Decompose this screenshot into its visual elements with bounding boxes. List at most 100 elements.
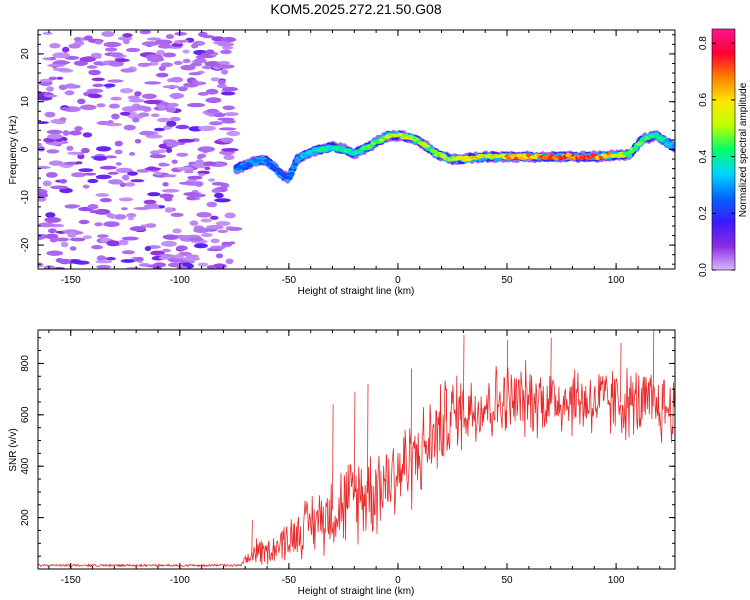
y-tick-label: 400: [20, 457, 31, 474]
noise-speckle: [97, 234, 109, 239]
noise-speckle: [104, 155, 117, 159]
noise-speckle: [111, 113, 120, 120]
noise-speckle: [61, 46, 70, 53]
noise-speckle: [96, 103, 106, 108]
noise-speckle: [82, 132, 93, 138]
noise-speckle: [108, 60, 124, 67]
snr-peak: [462, 335, 465, 410]
x-tick-label: 0: [395, 275, 401, 286]
noise-speckle: [80, 147, 90, 154]
noise-speckle: [158, 104, 166, 110]
noise-speckle: [157, 117, 171, 123]
noise-speckle: [115, 167, 133, 173]
noise-speckle: [124, 182, 136, 187]
noise-speckle: [99, 198, 112, 203]
noise-speckle: [223, 112, 239, 117]
noise-speckle: [113, 214, 127, 220]
noise-speckle: [218, 127, 237, 131]
signal-track-cell: [288, 171, 295, 176]
noise-speckle: [64, 90, 75, 96]
noise-speckle: [107, 79, 124, 83]
noise-speckle: [66, 145, 74, 151]
noise-speckle: [167, 102, 179, 108]
noise-speckle: [52, 52, 70, 59]
noise-speckle: [73, 60, 88, 66]
noise-speckle: [143, 99, 162, 105]
noise-speckle: [166, 120, 177, 127]
noise-speckle: [82, 235, 93, 240]
noise-speckle: [110, 52, 124, 58]
noise-speckle: [73, 37, 83, 42]
colorbar-label: Normalized spectral amplitude: [738, 82, 749, 217]
noise-speckle: [115, 58, 130, 62]
noise-speckle: [46, 86, 54, 92]
noise-speckle: [154, 39, 173, 45]
x-tick-label: 100: [608, 575, 625, 586]
noise-speckle: [170, 212, 184, 217]
noise-speckle: [220, 91, 236, 96]
noise-speckle: [42, 180, 52, 187]
snr-peak: [251, 520, 253, 556]
snr-peak: [620, 342, 622, 403]
noise-speckle: [45, 172, 58, 178]
noise-speckle: [44, 94, 58, 98]
noise-speckle: [68, 43, 81, 49]
noise-speckle: [217, 42, 234, 47]
noise-speckle: [220, 137, 234, 143]
y-tick-label: 800: [20, 355, 31, 372]
x-tick-label: -150: [61, 275, 81, 286]
noise-speckle: [56, 76, 64, 80]
noise-speckle: [120, 68, 135, 73]
noise-speckle: [42, 31, 53, 35]
noise-speckle: [118, 239, 129, 246]
noise-speckle: [221, 241, 231, 246]
noise-speckle: [114, 149, 123, 155]
noise-speckle: [183, 83, 199, 87]
noise-speckle: [139, 30, 151, 35]
noise-speckle: [110, 96, 122, 101]
noise-speckle: [99, 165, 117, 170]
noise-speckle: [206, 225, 224, 230]
noise-speckle: [105, 257, 117, 261]
noise-speckle: [52, 60, 71, 65]
noise-speckle: [95, 174, 112, 180]
noise-speckle: [158, 66, 166, 71]
noise-speckle: [170, 76, 184, 83]
noise-speckle: [106, 212, 114, 218]
noise-speckle: [93, 155, 107, 161]
noise-speckle: [44, 217, 62, 223]
noise-speckle: [74, 126, 83, 132]
noise-speckle: [65, 83, 77, 89]
noise-speckle: [126, 213, 137, 218]
noise-speckle: [94, 40, 103, 45]
noise-speckle: [121, 207, 128, 211]
x-tick-label: -150: [61, 575, 81, 586]
noise-speckle: [107, 171, 119, 175]
snr-peak: [332, 404, 334, 510]
noise-speckle: [223, 154, 235, 161]
noise-speckle: [152, 266, 162, 269]
y-tick-label: -10: [20, 190, 31, 205]
noise-speckle: [59, 179, 67, 184]
noise-speckle: [127, 95, 140, 100]
signal-track-cell: [423, 144, 431, 148]
noise-speckle: [163, 174, 177, 178]
noise-speckle: [210, 215, 219, 220]
noise-speckle: [96, 264, 112, 269]
noise-speckle: [88, 69, 101, 76]
noise-speckle: [71, 172, 86, 178]
noise-speckle: [209, 121, 223, 126]
noise-speckle: [45, 212, 56, 218]
signal-track-cell: [290, 165, 297, 169]
noise-speckle: [38, 222, 55, 228]
noise-speckle: [196, 212, 212, 218]
colorbar-axis: 0.0 0.2 0.4 0.6 0.8: [698, 36, 735, 277]
noise-speckle: [95, 260, 113, 264]
noise-speckle: [52, 67, 71, 72]
noise-speckle: [144, 81, 162, 85]
noise-speckle: [176, 152, 189, 157]
noise-speckle: [145, 134, 163, 139]
noise-speckle: [151, 113, 160, 118]
noise-speckle: [193, 227, 210, 233]
noise-speckle: [89, 210, 107, 214]
